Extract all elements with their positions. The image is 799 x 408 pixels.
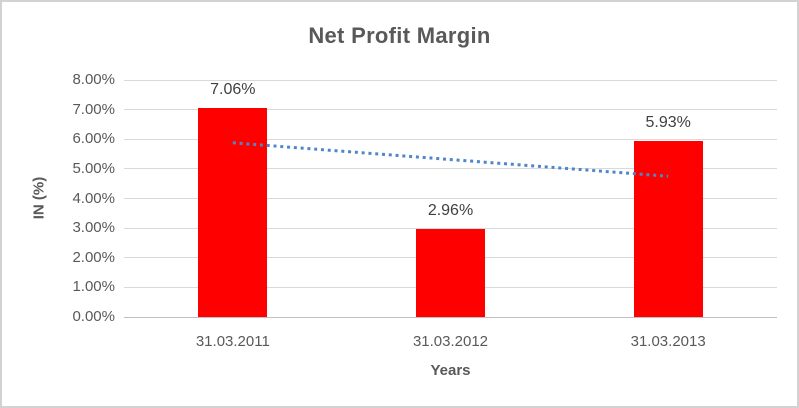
- gridline-8.00%: [124, 79, 777, 81]
- chart-title: Net Profit Margin: [308, 23, 491, 48]
- gridline-3.00%: [124, 227, 777, 229]
- y-tick-label: 6.00%: [72, 130, 115, 148]
- bar-31.03.2011: [198, 107, 268, 317]
- y-tick-label: 1.00%: [72, 278, 115, 296]
- y-tick-label: 8.00%: [72, 71, 115, 88]
- data-label-31.03.2012: 2.96%: [427, 202, 474, 220]
- y-tick-label: 2.00%: [72, 248, 115, 266]
- gridline-7.00%: [124, 109, 777, 111]
- y-tick-label: 3.00%: [72, 219, 115, 237]
- y-tick-label: 0.00%: [72, 308, 115, 325]
- y-tick-label: 5.00%: [72, 159, 115, 177]
- gridline-6.00%: [124, 138, 777, 140]
- bar-31.03.2012: [416, 229, 485, 317]
- x-axis-title: Years: [430, 362, 471, 379]
- x-tick-label-31.03.2011: 31.03.2011: [195, 333, 270, 350]
- data-label-31.03.2013: 5.93%: [645, 114, 691, 132]
- y-tick-label: 4.00%: [72, 189, 115, 207]
- x-tick-label-31.03.2013: 31.03.2013: [630, 333, 706, 350]
- bar-31.03.2013: [633, 141, 703, 317]
- plot-area: 7.06% 2.96% 5.93%: [124, 79, 777, 318]
- data-label-31.03.2011: 7.06%: [210, 80, 256, 98]
- gridline-4.00%: [124, 198, 777, 199]
- y-tick-label: 7.00%: [72, 100, 115, 118]
- gridline-0.00%: [124, 316, 777, 318]
- x-tick-label-31.03.2012: 31.03.2012: [412, 333, 489, 350]
